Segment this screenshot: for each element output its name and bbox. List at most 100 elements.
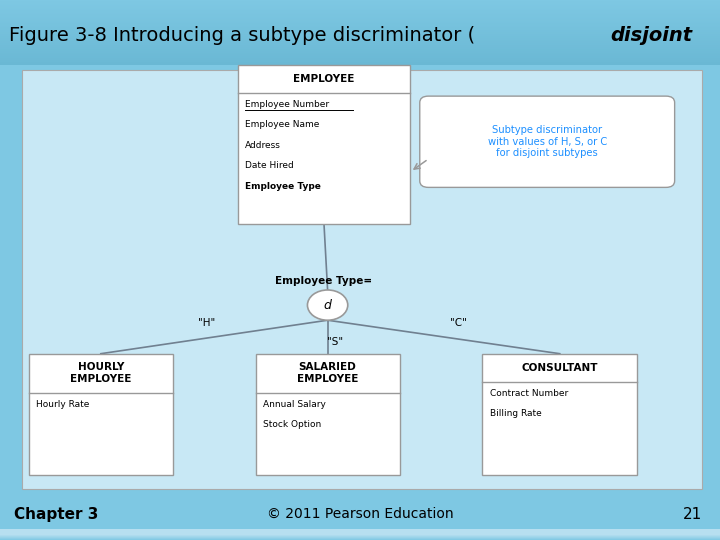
Bar <box>0 532 720 538</box>
Bar <box>0 529 720 535</box>
Bar <box>0 31 720 32</box>
Bar <box>0 51 720 52</box>
Bar <box>0 534 720 539</box>
Bar <box>0 533 720 538</box>
Bar <box>0 535 720 540</box>
Bar <box>0 530 720 536</box>
Bar <box>0 32 720 33</box>
Bar <box>0 40 720 42</box>
Bar <box>0 531 720 536</box>
Bar <box>0 531 720 537</box>
Bar <box>0 530 720 535</box>
Text: disjoint: disjoint <box>610 25 692 45</box>
Bar <box>0 18 720 19</box>
FancyBboxPatch shape <box>29 354 173 475</box>
Bar <box>0 532 720 538</box>
Bar <box>0 529 720 535</box>
Bar <box>0 532 720 538</box>
Bar <box>0 33 720 35</box>
Bar <box>0 19 720 21</box>
Text: © 2011 Pearson Education: © 2011 Pearson Education <box>266 507 454 521</box>
Bar <box>0 532 720 538</box>
Bar <box>0 529 720 535</box>
Bar <box>0 531 720 536</box>
FancyBboxPatch shape <box>420 96 675 187</box>
Bar <box>0 43 720 44</box>
Bar <box>0 61 720 62</box>
Text: Employee Type=: Employee Type= <box>276 275 372 286</box>
Bar <box>0 44 720 45</box>
Text: 21: 21 <box>683 507 702 522</box>
Bar <box>0 535 720 540</box>
Text: Figure 3-8 Introducing a subtype discriminator (: Figure 3-8 Introducing a subtype discrim… <box>9 25 474 45</box>
Bar <box>0 48 720 49</box>
Bar <box>0 530 720 535</box>
Bar <box>0 532 720 537</box>
Bar <box>0 531 720 537</box>
Bar <box>0 533 720 538</box>
Bar <box>0 533 720 538</box>
Bar <box>0 25 720 26</box>
Bar <box>0 534 720 539</box>
Bar <box>0 534 720 539</box>
Bar <box>0 533 720 538</box>
FancyBboxPatch shape <box>238 65 410 224</box>
Bar <box>0 38 720 39</box>
Bar <box>0 534 720 539</box>
Bar <box>0 531 720 536</box>
Bar <box>0 529 720 535</box>
Bar <box>0 531 720 536</box>
Bar <box>0 532 720 537</box>
Bar <box>0 531 720 537</box>
Bar <box>0 21 720 22</box>
Bar <box>0 532 720 538</box>
Bar <box>0 531 720 537</box>
Bar <box>0 58 720 59</box>
Bar <box>0 535 720 540</box>
Text: EMPLOYEE: EMPLOYEE <box>293 74 355 84</box>
Bar <box>0 534 720 539</box>
Bar <box>0 531 720 537</box>
Bar <box>0 532 720 537</box>
Bar <box>0 533 720 538</box>
Bar <box>0 3 720 4</box>
Bar <box>0 531 720 536</box>
Bar <box>0 55 720 56</box>
FancyBboxPatch shape <box>482 354 637 475</box>
Bar <box>0 531 720 536</box>
Bar <box>0 14 720 16</box>
Bar <box>0 56 720 57</box>
Bar <box>0 533 720 538</box>
Bar <box>0 532 720 537</box>
Bar <box>0 531 720 537</box>
Bar <box>0 532 720 538</box>
Bar <box>0 533 720 538</box>
Bar <box>0 534 720 539</box>
Bar <box>0 534 720 539</box>
Bar <box>0 26 720 27</box>
Text: Date Hired: Date Hired <box>245 161 294 171</box>
Circle shape <box>307 290 348 320</box>
Bar <box>0 59 720 61</box>
Bar <box>0 23 720 25</box>
Bar <box>0 530 720 536</box>
Bar <box>0 534 720 539</box>
Bar <box>0 534 720 539</box>
Bar <box>0 532 720 537</box>
Bar <box>0 64 720 65</box>
Bar <box>0 22 720 23</box>
Bar <box>0 531 720 537</box>
Bar <box>0 6 720 8</box>
Bar <box>0 0 720 1</box>
Text: "H": "H" <box>199 319 215 328</box>
Bar <box>0 530 720 535</box>
Bar <box>0 534 720 539</box>
Bar <box>0 531 720 536</box>
Bar <box>0 530 720 536</box>
Text: Subtype discriminator
with values of H, S, or C
for disjoint subtypes: Subtype discriminator with values of H, … <box>487 125 607 158</box>
Bar <box>0 12 720 13</box>
Bar <box>0 534 720 539</box>
Text: Annual Salary: Annual Salary <box>263 400 325 409</box>
Text: Chapter 3: Chapter 3 <box>14 507 99 522</box>
Bar <box>0 9 720 10</box>
